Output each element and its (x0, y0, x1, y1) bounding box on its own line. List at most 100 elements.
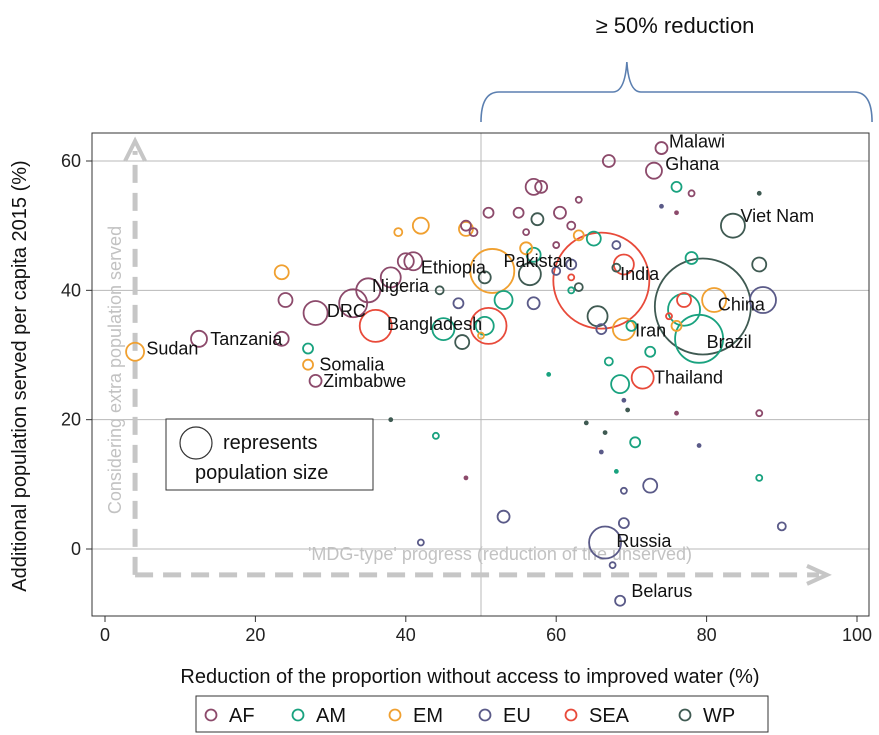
point-sea-4 (630, 365, 655, 390)
point-af-7 (553, 205, 567, 220)
point-af-12 (355, 277, 382, 304)
point-sea-7 (665, 312, 673, 321)
x-tick-label-0: 0 (100, 625, 110, 645)
point-am-19 (567, 286, 576, 295)
point-eu-19 (659, 203, 664, 209)
point-sea-6 (567, 273, 576, 282)
population-size-legend-text-1: represents (223, 432, 318, 454)
point-af-18 (308, 373, 323, 388)
country-label-somalia: Somalia (319, 355, 385, 375)
point-af-1 (654, 141, 669, 155)
legend-marker-eu (478, 708, 492, 722)
legend-marker-em (388, 708, 402, 722)
point-af-2 (645, 161, 663, 180)
y-tick-label-0: 0 (71, 539, 81, 559)
point-af-19 (574, 195, 583, 204)
point-af-23 (552, 241, 561, 249)
point-eu-13 (617, 517, 630, 530)
x-axis-label: Reduction of the proportion without acce… (180, 666, 759, 688)
legend-marker-sea (564, 708, 578, 722)
point-sea-5 (676, 292, 692, 308)
country-label-brazil: Brazil (707, 332, 752, 352)
country-label-tanzania: Tanzania (210, 329, 283, 349)
point-eu-11 (776, 521, 787, 532)
legend-marker-wp (678, 708, 692, 722)
point-af-15 (277, 292, 294, 308)
point-am-4 (493, 290, 514, 310)
country-label-china: China (718, 295, 766, 315)
point-em-0 (411, 216, 430, 235)
point-eu-4 (551, 266, 562, 276)
point-af-5 (482, 206, 495, 219)
x-tick-label-20: 20 (245, 625, 265, 645)
point-em-1 (393, 227, 404, 238)
point-wp-12 (583, 420, 589, 426)
point-wp-9 (573, 282, 584, 293)
point-em-6 (273, 264, 290, 281)
x-tick-label-80: 80 (697, 625, 717, 645)
point-wp-6 (454, 334, 471, 350)
point-af-8 (460, 219, 472, 232)
point-eu-6 (749, 286, 777, 314)
country-label-nigeria: Nigeria (372, 276, 430, 296)
country-label-thailand: Thailand (654, 368, 723, 388)
point-am-17 (546, 371, 552, 377)
point-wp-5 (586, 305, 609, 328)
country-label-sudan: Sudan (146, 339, 198, 359)
progress-arrows (123, 136, 832, 586)
point-eu-0 (452, 297, 465, 310)
population-size-legend-circle (179, 426, 213, 460)
point-em-7 (125, 341, 145, 362)
point-wp-1 (720, 212, 746, 239)
legend-label-wp: WP (703, 705, 735, 727)
point-em-8 (302, 358, 314, 371)
point-am-14 (431, 431, 440, 440)
point-eu-5 (595, 323, 608, 336)
point-af-14 (302, 300, 329, 326)
point-eu-1 (526, 296, 541, 311)
point-af-26 (687, 189, 696, 198)
top-annotation: ≥ 50% reduction (596, 13, 755, 38)
point-eu-7 (642, 477, 659, 494)
point-em-4 (519, 241, 534, 256)
point-am-12 (603, 356, 614, 367)
x-tick-label-60: 60 (546, 625, 566, 645)
point-eu-2 (565, 258, 578, 271)
legend-label-sea: SEA (589, 705, 630, 727)
point-sea-0 (552, 231, 651, 330)
country-label-belarus: Belarus (631, 581, 692, 601)
point-am-0 (670, 180, 683, 193)
point-am-1 (684, 251, 699, 265)
point-am-8 (644, 345, 657, 358)
y-tick-label-40: 40 (61, 280, 81, 300)
point-eu-3 (611, 240, 622, 250)
point-af-4 (534, 179, 549, 194)
point-af-25 (674, 410, 679, 416)
point-am-13 (629, 436, 642, 449)
point-am-7 (625, 319, 638, 332)
point-eu-9 (588, 525, 622, 560)
extra-population-arrow-label: Considering extra population served (105, 226, 125, 514)
point-wp-15 (388, 417, 394, 423)
population-size-legend-text-2: population size (195, 462, 328, 484)
point-eu-18 (598, 449, 604, 455)
plot-frame (91, 132, 870, 617)
point-wp-13 (756, 190, 762, 196)
point-am-16 (755, 473, 764, 482)
x-tick-label-40: 40 (396, 625, 416, 645)
point-am-3 (585, 230, 602, 247)
point-af-16 (273, 330, 290, 347)
point-wp-10 (611, 262, 622, 273)
point-em-3 (469, 248, 516, 294)
vertical-arrowhead (123, 136, 147, 162)
region-legend: AF AM EM EU SEA WP (195, 695, 769, 733)
point-af-21 (468, 227, 479, 238)
point-wp-3 (517, 262, 542, 287)
legend-marker-af (204, 708, 218, 722)
mdg-progress-arrow-label: 'MDG-type' progress (reduction of the un… (308, 544, 692, 564)
point-eu-17 (621, 397, 627, 403)
horizontal-arrowhead (806, 564, 832, 586)
legend-label-am: AM (316, 705, 346, 727)
